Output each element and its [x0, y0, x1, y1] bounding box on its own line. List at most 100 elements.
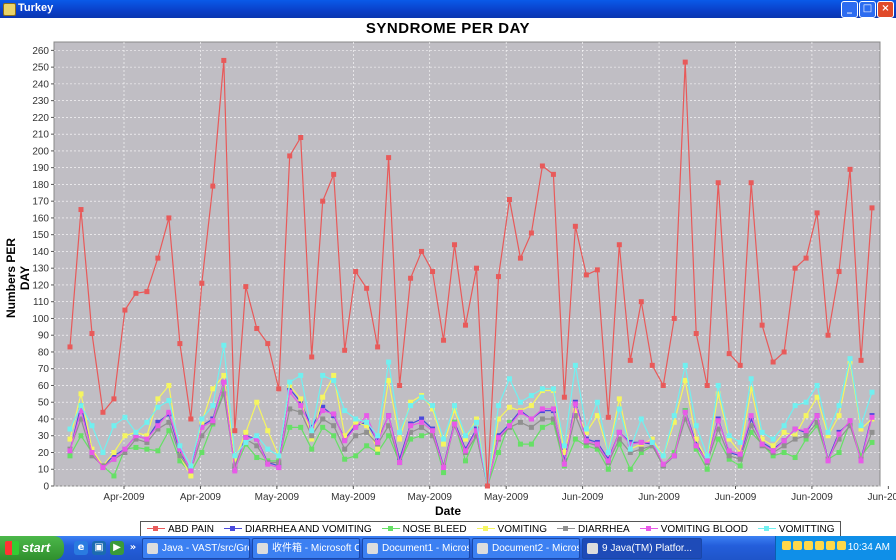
data-point: [539, 424, 545, 430]
data-point: [858, 453, 864, 459]
data-point: [254, 326, 260, 332]
data-point: [814, 423, 820, 429]
data-point: [704, 466, 710, 472]
data-point: [759, 436, 765, 442]
taskbar: start e ▣ ▶ » Java - VAST/src/Grou... 收件…: [0, 536, 896, 560]
close-button[interactable]: ×: [877, 1, 894, 18]
data-point: [704, 458, 710, 464]
data-point: [452, 242, 458, 248]
data-point: [320, 372, 326, 378]
y-tick-label: 130: [32, 264, 49, 275]
data-point: [111, 456, 117, 462]
maximize-button[interactable]: □: [859, 1, 876, 18]
data-point: [748, 416, 754, 422]
data-point: [528, 403, 534, 409]
data-point: [452, 408, 458, 414]
media-player-icon[interactable]: ▶: [110, 541, 124, 555]
minimize-button[interactable]: _: [841, 1, 858, 18]
data-point: [419, 416, 425, 422]
data-point: [199, 449, 205, 455]
data-point: [133, 433, 139, 439]
data-point: [254, 436, 260, 442]
data-point: [616, 429, 622, 435]
show-desktop-icon[interactable]: ▣: [92, 541, 106, 555]
data-point: [781, 438, 787, 444]
data-point: [847, 166, 853, 172]
data-point: [155, 426, 161, 432]
data-point: [506, 423, 512, 429]
data-point: [671, 453, 677, 459]
legend-label: DIARRHEA AND VOMITING: [244, 523, 372, 535]
task-java-vast[interactable]: Java - VAST/src/Grou...: [142, 538, 250, 559]
data-point: [583, 426, 589, 432]
data-point: [111, 453, 117, 459]
data-point: [320, 424, 326, 430]
data-point: [155, 255, 161, 261]
data-point: [671, 449, 677, 455]
data-point: [309, 446, 315, 452]
data-point: [78, 391, 84, 397]
data-point: [506, 196, 512, 202]
legend-item: ABD PAIN: [147, 524, 214, 535]
start-label: start: [22, 540, 51, 555]
data-point: [155, 448, 161, 454]
data-point: [430, 269, 436, 275]
data-point: [364, 423, 370, 429]
legend-label: VOMITING: [497, 523, 547, 535]
x-tick-label: Jun-2009: [868, 492, 896, 503]
data-point: [419, 394, 425, 400]
data-point: [693, 446, 699, 452]
data-point: [847, 418, 853, 424]
task-java-platform[interactable]: 9 Java(TM) Platfor...: [582, 538, 702, 559]
data-point: [649, 439, 655, 445]
data-point: [748, 386, 754, 392]
x-tick-label: Apr-2009: [180, 492, 222, 503]
data-point: [517, 399, 523, 405]
task-document2[interactable]: Document2 - Microsof...: [472, 538, 580, 559]
data-point: [177, 443, 183, 449]
data-point: [67, 426, 73, 432]
data-point: [627, 357, 633, 363]
x-tick-label: May-2009: [255, 492, 300, 503]
data-point: [781, 429, 787, 435]
data-point: [836, 269, 842, 275]
data-point: [67, 436, 73, 442]
internet-explorer-icon[interactable]: e: [74, 541, 88, 555]
task-document1[interactable]: Document1 - Microsof...: [362, 538, 470, 559]
tray-icons[interactable]: [782, 541, 848, 553]
data-point: [144, 446, 150, 452]
data-point: [452, 421, 458, 427]
legend-swatch-icon: [223, 525, 242, 533]
data-point: [792, 455, 798, 461]
data-point: [287, 424, 293, 430]
data-point: [89, 449, 95, 455]
data-point: [364, 429, 370, 435]
data-point: [254, 399, 260, 405]
task-inbox-outlook[interactable]: 收件箱 - Microsoft O...: [252, 538, 360, 559]
data-point: [122, 446, 128, 452]
data-point: [660, 461, 666, 467]
data-point: [770, 443, 776, 449]
chevron-more-icon[interactable]: »: [129, 542, 137, 553]
y-tick-label: 60: [38, 381, 50, 392]
data-point: [265, 341, 271, 347]
data-point: [309, 433, 315, 439]
data-point: [858, 458, 864, 464]
data-point: [353, 416, 359, 422]
data-point: [638, 439, 644, 445]
data-point: [364, 443, 370, 449]
data-point: [155, 404, 161, 410]
data-point: [155, 419, 161, 425]
data-point: [133, 444, 139, 450]
x-tick-label: May-2009: [331, 492, 376, 503]
data-point: [539, 386, 545, 392]
data-point: [221, 386, 227, 392]
data-point: [770, 453, 776, 459]
start-button[interactable]: start: [0, 536, 64, 560]
data-point: [166, 215, 172, 221]
line-chart[interactable]: 0 10 20 30 40 50 60 70 80 90 100 110 120 130 140 150 160…: [0, 18, 896, 536]
data-point: [430, 433, 436, 439]
legend-swatch-icon: [476, 525, 495, 533]
data-point: [122, 449, 128, 455]
data-point: [265, 446, 271, 452]
